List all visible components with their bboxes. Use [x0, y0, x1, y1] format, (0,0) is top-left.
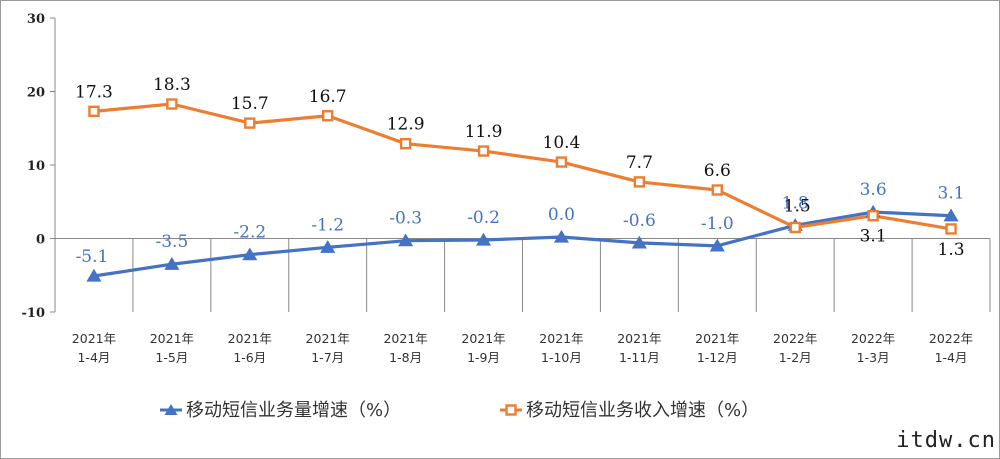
data-label: -0.6: [623, 211, 656, 231]
x-tick-label: 1-7月: [311, 350, 344, 365]
data-point-triangle: [242, 247, 258, 261]
data-point-square: [867, 210, 879, 222]
series-line-volume: [93, 210, 952, 278]
data-label: 16.7: [309, 87, 347, 107]
x-tick-label: 1-4月: [935, 350, 968, 365]
x-tick-label: 1-5月: [155, 350, 188, 365]
data-point-square: [322, 110, 334, 122]
data-label: -1.2: [311, 215, 344, 235]
data-point-square: [399, 137, 412, 150]
data-point-triangle: [475, 232, 492, 246]
y-tick-label: 20: [27, 86, 45, 101]
x-tick-label: 2021年: [150, 331, 194, 346]
x-tick-label: 2021年: [539, 331, 583, 346]
data-point-square: [244, 117, 256, 129]
x-tick-label: 1-3月: [857, 350, 890, 365]
x-tick-label: 2021年: [695, 331, 739, 346]
data-label: -0.3: [389, 209, 422, 229]
data-point-triangle: [631, 235, 647, 249]
data-point-square: [633, 176, 646, 188]
data-label: 10.4: [543, 133, 581, 153]
x-tick-label: 1-4月: [77, 350, 110, 365]
data-label: -0.2: [467, 208, 500, 228]
data-label: 1.8: [782, 193, 809, 213]
data-point-square: [477, 145, 490, 157]
y-tick-label: 30: [27, 12, 45, 27]
x-tick-label: 1-6月: [233, 350, 266, 365]
x-tick-label: 2021年: [72, 331, 116, 346]
data-point-square: [789, 221, 801, 234]
data-label: 3.6: [860, 180, 887, 200]
legend-label: 移动短信业务收入增速（%）: [526, 400, 759, 421]
x-tick-label: 2021年: [228, 331, 272, 346]
x-tick-label: 2022年: [929, 331, 973, 346]
y-tick-label: 10: [27, 159, 45, 174]
data-point-triangle: [164, 257, 180, 270]
data-label: 17.3: [75, 82, 113, 102]
data-label: -3.5: [155, 232, 188, 252]
x-tick-label: 2022年: [851, 331, 895, 346]
series-markers: [86, 98, 959, 282]
x-tick-label: 1-11月: [619, 350, 660, 365]
data-label: 3.1: [860, 227, 887, 247]
data-point-triangle: [398, 233, 414, 247]
data-point-triangle: [943, 208, 959, 222]
series-lines: [93, 102, 952, 278]
x-tick-label: 1-8月: [389, 350, 422, 365]
data-label: -1.0: [701, 214, 734, 234]
data-point-triangle: [553, 229, 570, 243]
x-tick-label: 1-9月: [467, 350, 500, 365]
data-label: 15.7: [231, 94, 269, 114]
legend-label: 移动短信业务量增速（%）: [186, 400, 401, 421]
data-point-square: [555, 156, 568, 168]
x-tick-label: 2022年: [773, 331, 817, 346]
data-labels: -5.1 -3.5 -2.2 -1.2 -0.3 -0.2 0.0 -0.6 -1.0 1.8 3.…: [75, 75, 965, 267]
x-tick-label: 2021年: [383, 331, 427, 346]
data-point-square: [166, 98, 178, 110]
x-tick-label: 1-12月: [697, 350, 738, 365]
y-tick-label: 0: [36, 233, 45, 248]
x-tick-label: 1-10月: [541, 350, 582, 365]
data-label: 1.5: [784, 196, 811, 216]
data-label: 18.3: [153, 75, 191, 95]
data-label: 11.9: [465, 122, 503, 142]
data-label: 6.6: [704, 161, 731, 181]
data-point-triangle: [709, 238, 725, 252]
x-tick-label: 2021年: [617, 331, 661, 346]
data-point-triangle: [86, 268, 102, 282]
data-label: 1.3: [938, 240, 965, 260]
x-tick-label: 2021年: [306, 331, 350, 346]
data-point-square: [88, 105, 100, 118]
legend: 移动短信业务量增速（%） 移动短信业务收入增速（%）: [160, 400, 759, 421]
data-point-square: [711, 184, 723, 196]
series-line-revenue: [93, 102, 952, 231]
data-label: 0.0: [548, 205, 575, 225]
legend-marker-square: [505, 404, 517, 416]
data-label: 3.1: [938, 184, 965, 204]
legend-marker-triangle: [164, 404, 178, 415]
y-tick-label: -10: [22, 306, 46, 321]
data-label: 7.7: [626, 153, 653, 173]
data-label: -2.2: [233, 223, 266, 243]
data-point-triangle: [320, 240, 336, 253]
data-point-square: [945, 223, 957, 235]
x-tick-label: 2021年: [461, 331, 505, 346]
x-tick-label: 1-2月: [779, 350, 812, 365]
watermark-text: itdw.cn: [896, 428, 996, 453]
data-label: -5.1: [76, 247, 109, 267]
data-label: 12.9: [387, 115, 425, 135]
axes: 30 20 10 0 -10 2021年 1-4月 2021年 1-5月 2021年 1-6月 202…: [22, 12, 991, 365]
